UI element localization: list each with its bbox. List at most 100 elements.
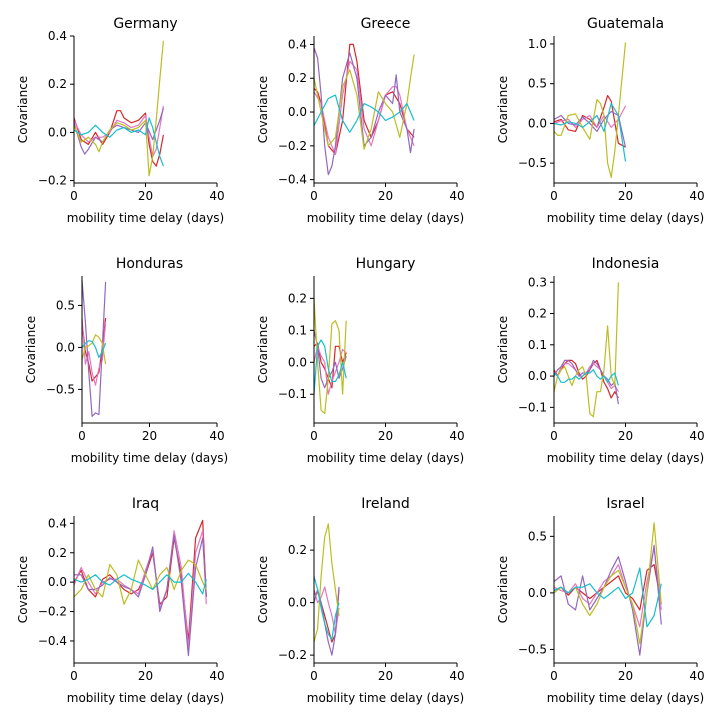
x-axis-label: mobility time delay (days): [307, 211, 465, 225]
y-tick-label: −0.4: [278, 173, 307, 187]
x-tick-label: 0: [70, 189, 78, 203]
y-tick-label: 1.0: [528, 37, 547, 51]
y-tick-label: −0.2: [278, 139, 307, 153]
y-tick-label: 0.5: [56, 298, 75, 312]
x-tick-label: 0: [550, 189, 558, 203]
y-tick-label: 0.4: [48, 516, 67, 530]
y-tick-label: 0.5: [528, 529, 547, 543]
y-tick-label: 0.2: [288, 543, 307, 557]
series-line: [553, 42, 627, 178]
series-line: [553, 282, 619, 418]
y-tick-label: −0.4: [38, 634, 67, 648]
x-tick-label: 40: [209, 189, 224, 203]
chart-title: Iraq: [132, 496, 159, 512]
y-tick-label: 0.1: [528, 338, 547, 352]
y-axis-label: Covariance: [16, 76, 30, 143]
x-tick-label: 40: [209, 669, 224, 683]
y-tick-label: 0.0: [288, 105, 307, 119]
series-line: [313, 94, 415, 133]
x-tick-label: 20: [618, 669, 633, 683]
y-tick-label: 0.2: [48, 546, 67, 560]
y-tick-label: −0.2: [38, 174, 67, 188]
series-line: [553, 110, 627, 148]
y-axis-label: Covariance: [256, 556, 270, 623]
y-axis-label: Covariance: [496, 556, 510, 623]
y-tick-label: −0.2: [278, 648, 307, 662]
series-line: [73, 530, 207, 649]
y-tick-label: −0.1: [278, 387, 307, 401]
x-tick-label: 20: [378, 189, 393, 203]
series-line: [313, 523, 340, 643]
series-line: [73, 108, 164, 155]
y-tick-label: 0.0: [56, 340, 75, 354]
y-tick-label: −0.2: [38, 605, 67, 619]
y-tick-label: 0.1: [288, 323, 307, 337]
chart-panel: 0 20 40 −0.2 0.0 0.2 Ireland mobility time dela…: [256, 496, 465, 705]
series-line: [74, 534, 207, 657]
y-tick-label: 0.5: [528, 77, 547, 91]
x-tick-label: 40: [689, 189, 704, 203]
y-tick-label: 0.0: [528, 586, 547, 600]
series-line: [313, 54, 415, 150]
x-tick-label: 40: [689, 429, 704, 443]
chart-panel: 0 20 40 −0.5 0.0 0.5 1.0 Guatemala mobility time…: [496, 16, 705, 225]
chart-panel: 0 20 40 −0.2 0.0 0.2 0.4 Germany mobility time d…: [16, 16, 225, 225]
series-line: [553, 563, 662, 611]
chart-title: Greece: [361, 16, 411, 32]
chart-panel: 0 20 40 −0.5 0.0 0.5 Honduras mobility time del…: [24, 256, 228, 465]
y-tick-label: 0.4: [48, 29, 67, 43]
series-line: [553, 102, 627, 162]
x-tick-label: 0: [310, 189, 318, 203]
chart-title: Israel: [606, 496, 644, 512]
y-axis-label: Covariance: [16, 556, 30, 623]
series-line: [553, 94, 626, 148]
x-axis-label: mobility time delay (days): [307, 451, 465, 465]
series-line: [73, 559, 207, 605]
series-line: [81, 334, 107, 365]
y-tick-label: 0.0: [288, 355, 307, 369]
x-tick-label: 40: [449, 669, 464, 683]
x-tick-label: 20: [378, 669, 393, 683]
x-tick-label: 0: [550, 669, 558, 683]
chart-title: Guatemala: [587, 16, 664, 32]
x-tick-label: 20: [618, 189, 633, 203]
x-tick-label: 0: [310, 429, 318, 443]
x-tick-label: 0: [78, 429, 86, 443]
x-axis-label: mobility time delay (days): [67, 211, 225, 225]
y-axis-label: Covariance: [496, 316, 510, 383]
y-tick-label: 0.0: [528, 116, 547, 130]
series-line: [553, 369, 619, 386]
x-tick-label: 20: [142, 429, 157, 443]
chart-title: Honduras: [116, 256, 183, 272]
y-tick-label: 0.2: [528, 307, 547, 321]
y-axis-label: Covariance: [24, 316, 38, 383]
series-line: [73, 117, 164, 167]
y-tick-label: 0.4: [288, 37, 307, 51]
x-axis-label: mobility time delay (days): [67, 691, 225, 705]
chart-panel: 0 20 40 −0.4 −0.2 0.0 0.2 0.4 Iraq mobility time …: [16, 496, 225, 705]
y-tick-label: −0.5: [46, 382, 75, 396]
y-axis-label: Covariance: [256, 76, 270, 143]
x-axis-label: mobility time delay (days): [547, 451, 705, 465]
x-tick-label: 0: [310, 669, 318, 683]
series-line: [553, 567, 662, 628]
y-tick-label: 0.2: [48, 77, 67, 91]
chart-panel: 0 20 40 −0.1 0.0 0.1 0.2 Hungary mobility time d…: [256, 256, 465, 465]
y-tick-label: 0.0: [288, 596, 307, 610]
chart-title: Hungary: [356, 256, 416, 272]
chart-panel: 0 20 40 −0.4 −0.2 0.0 0.2 0.4 Greece mobility tim…: [256, 16, 465, 225]
y-tick-label: 0.2: [288, 291, 307, 305]
x-axis-label: mobility time delay (days): [71, 451, 229, 465]
x-axis-label: mobility time delay (days): [547, 691, 705, 705]
x-axis-label: mobility time delay (days): [547, 211, 705, 225]
x-tick-label: 40: [209, 429, 224, 443]
series-line: [313, 47, 415, 176]
series-line: [73, 110, 164, 167]
x-tick-label: 20: [378, 429, 393, 443]
series-line: [81, 280, 107, 417]
x-tick-label: 20: [138, 189, 153, 203]
chart-title: Ireland: [361, 496, 409, 512]
y-tick-label: −0.5: [518, 642, 547, 656]
chart-panel: 0 20 40 −0.1 0.0 0.1 0.2 0.3 Indonesia mobility t…: [496, 256, 705, 465]
